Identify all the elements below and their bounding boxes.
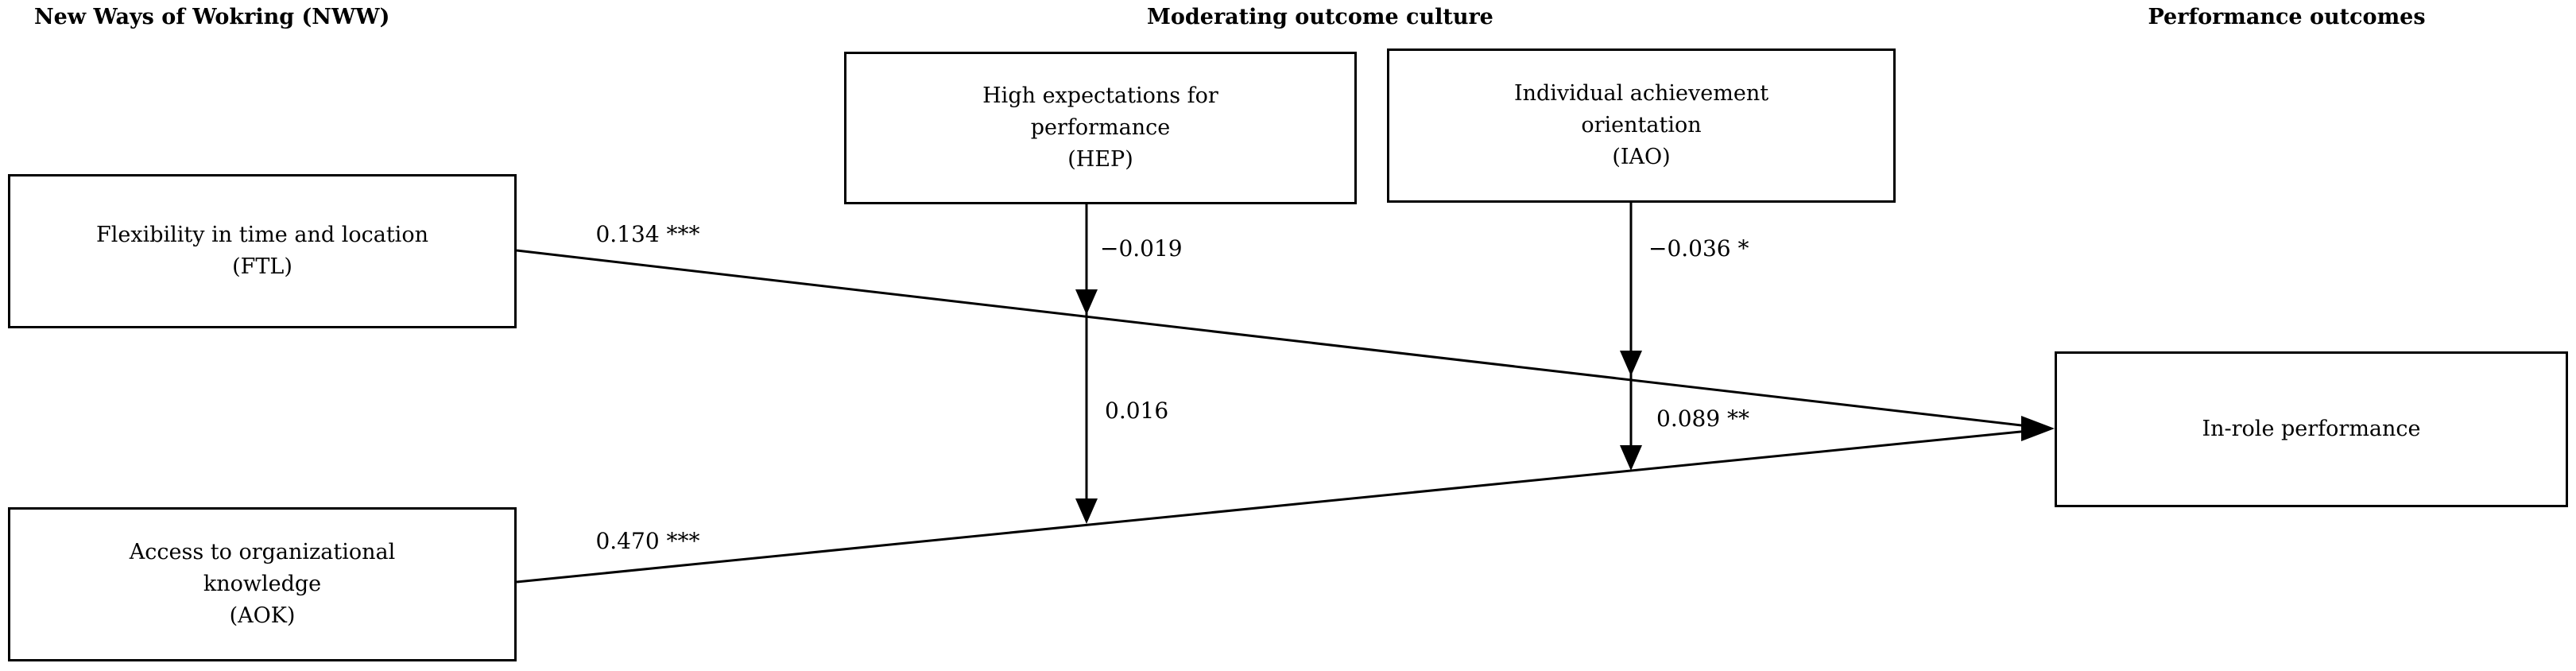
column-header-nww: New Ways of Wokring (NWW) xyxy=(34,5,390,29)
box-individual-achievement-orientation: Individual achievement orientation (IAO) xyxy=(1387,48,1896,203)
path-line-ftl-to-irp xyxy=(516,249,2029,428)
column-header-moderating-outcome-culture: Moderating outcome culture xyxy=(1147,5,1493,29)
coefficient-hep-on-aok-path: 0.016 xyxy=(1105,398,1169,424)
box-access-to-organizational-knowledge: Access to organizational knowledge (AOK) xyxy=(8,507,517,661)
arrowhead-into-irp xyxy=(2021,416,2055,441)
box-in-role-performance: In-role performance xyxy=(2055,351,2568,507)
coefficient-aok-to-irp: 0.470 *** xyxy=(595,528,700,554)
box-high-expectations-for-performance: High expectations for performance (HEP) xyxy=(844,52,1357,204)
arrowhead-iao-on-aok-path xyxy=(1620,445,1642,471)
coefficient-iao-on-ftl-path: −0.036 * xyxy=(1648,235,1749,262)
path-line-aok-to-irp xyxy=(516,429,2029,584)
coefficient-iao-on-aok-path: 0.089 ** xyxy=(1656,405,1750,432)
arrowhead-hep-on-ftl-path xyxy=(1075,289,1098,315)
coefficient-ftl-to-irp: 0.134 *** xyxy=(595,221,700,247)
coefficient-hep-on-ftl-path: −0.019 xyxy=(1100,235,1183,262)
column-header-performance-outcomes: Performance outcomes xyxy=(2148,5,2426,29)
box-flexibility-in-time-and-location: Flexibility in time and location (FTL) xyxy=(8,174,517,328)
arrowhead-hep-on-aok-path xyxy=(1075,498,1098,524)
arrowhead-iao-on-ftl-path xyxy=(1620,351,1642,376)
